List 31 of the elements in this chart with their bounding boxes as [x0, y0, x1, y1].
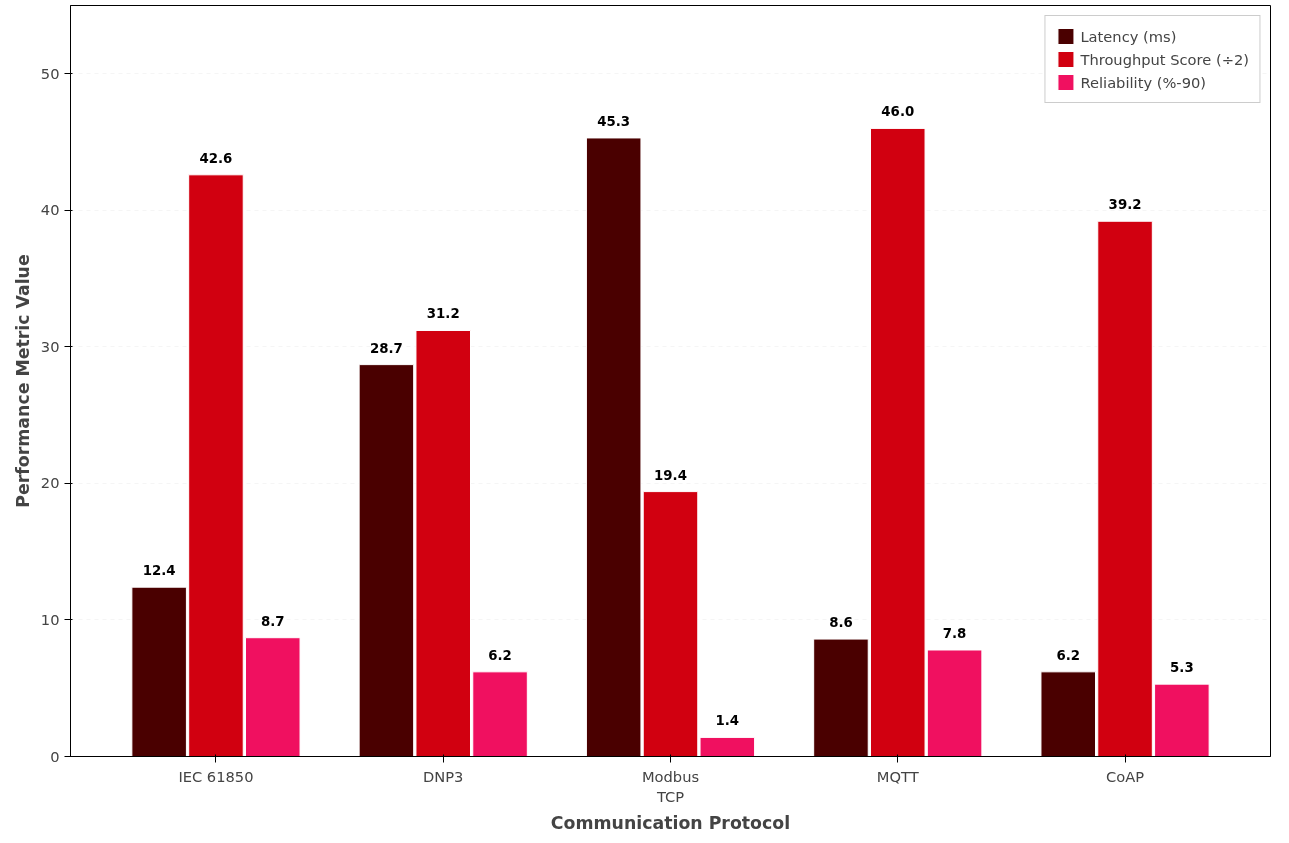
x-tick-label: IEC 61850 [178, 767, 254, 785]
y-tick-label: 40 [40, 201, 60, 219]
data-label: 42.6 [199, 150, 233, 166]
y-tick-label: 10 [40, 610, 60, 628]
data-label: 46.0 [881, 104, 915, 120]
data-label: 6.2 [488, 647, 512, 663]
legend-label: Latency (ms) [1080, 27, 1177, 45]
y-axis-title: Performance Metric Value [12, 254, 33, 508]
y-tick-label: 30 [40, 337, 60, 355]
y-tick-label: 0 [50, 747, 60, 765]
y-tick-label: 50 [40, 64, 60, 82]
x-axis-title: Communication Protocol [550, 812, 791, 833]
y-tick-label: 20 [40, 474, 60, 492]
data-label: 19.4 [654, 467, 687, 483]
data-label: 8.7 [260, 613, 285, 629]
x-tick-label: DNP3 [423, 767, 464, 785]
data-label: 8.6 [829, 615, 853, 631]
data-label: 28.7 [369, 340, 403, 356]
data-label: 12.4 [142, 563, 176, 579]
data-label: 7.8 [942, 625, 967, 641]
legend-label: Reliability (%-90) [1080, 73, 1207, 91]
data-label: 39.2 [1108, 197, 1142, 213]
data-label: 5.3 [1170, 660, 1194, 676]
data-label: 45.3 [597, 113, 631, 129]
x-tick-label: Modbus TCP [641, 767, 700, 805]
data-label: 1.4 [715, 713, 740, 729]
data-label: 31.2 [426, 306, 460, 322]
x-tick-label: CoAP [1106, 767, 1145, 785]
x-tick-label: MQTT [876, 767, 919, 785]
legend-label: Throughput Score (÷2) [1080, 50, 1249, 68]
data-label: 6.2 [1056, 647, 1081, 663]
